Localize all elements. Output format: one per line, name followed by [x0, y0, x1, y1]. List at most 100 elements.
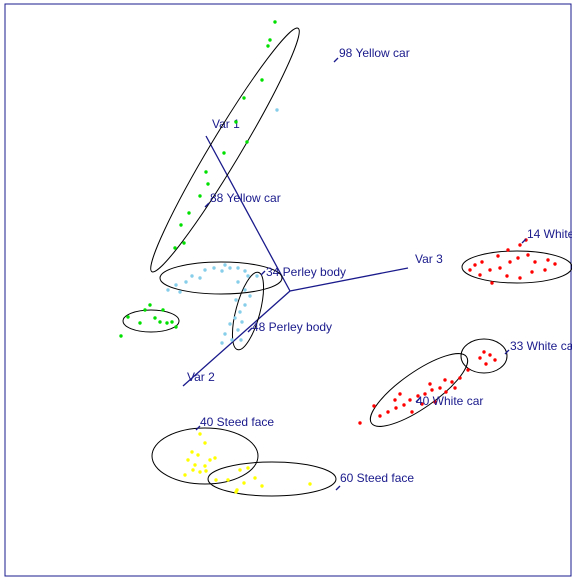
data-point-skyblue [230, 338, 234, 342]
data-point-red [530, 270, 534, 274]
data-point-red [482, 350, 486, 354]
data-point-green [165, 321, 169, 325]
data-point-red [466, 368, 470, 372]
annotation-label: 34 Perley body [266, 265, 346, 279]
annotation-tick [260, 270, 266, 276]
biplot-axis-label: Var 3 [415, 252, 443, 266]
data-point-skyblue [223, 332, 227, 336]
data-point-red [394, 406, 398, 410]
data-point-green [206, 182, 210, 186]
data-point-skyblue [236, 328, 240, 332]
data-point-green [182, 241, 186, 245]
biplot-axis-label: Var 1 [212, 117, 240, 131]
data-point-yellow [198, 470, 202, 474]
data-point-green [126, 315, 130, 319]
data-point-skyblue [223, 263, 227, 267]
data-point-skyblue [240, 320, 244, 324]
annotation-tick [335, 485, 341, 491]
data-point-green [260, 78, 264, 82]
data-point-yellow [308, 482, 312, 486]
data-point-green [119, 334, 123, 338]
data-point-red [468, 268, 472, 272]
data-point-red [493, 358, 497, 362]
data-point-green [143, 308, 147, 312]
data-point-red [488, 268, 492, 272]
data-point-yellow [203, 464, 207, 468]
data-point-yellow [196, 453, 200, 457]
data-point-red [386, 410, 390, 414]
data-point-red [518, 243, 522, 247]
data-point-yellow [246, 466, 250, 470]
data-point-yellow [238, 468, 242, 472]
data-point-skyblue [243, 269, 247, 273]
data-point-yellow [253, 476, 257, 480]
data-point-skyblue [174, 283, 178, 287]
confidence-ellipse-green [122, 309, 180, 333]
data-point-green [245, 140, 249, 144]
data-point-red [546, 258, 550, 262]
data-point-skyblue [198, 276, 202, 280]
data-point-red [416, 394, 420, 398]
data-point-yellow [193, 463, 197, 467]
data-point-skyblue [228, 322, 232, 326]
annotation-label: 40 White car [416, 394, 483, 408]
data-point-skyblue [236, 266, 240, 270]
confidence-ellipse-red [369, 353, 469, 427]
data-point-skyblue [255, 274, 259, 278]
data-point-red [508, 260, 512, 264]
data-point-yellow [242, 481, 246, 485]
data-point-red [506, 248, 510, 252]
data-point-red [402, 403, 406, 407]
annotation-tick [415, 397, 421, 403]
data-point-skyblue [243, 303, 247, 307]
data-point-red [444, 390, 448, 394]
data-point-red [358, 421, 362, 425]
data-point-green [242, 96, 246, 100]
data-point-red [505, 274, 509, 278]
data-point-green [158, 320, 162, 324]
data-point-red [516, 256, 520, 260]
data-point-green [204, 170, 208, 174]
data-point-yellow [260, 484, 264, 488]
data-point-red [533, 260, 537, 264]
data-point-green [268, 38, 272, 42]
data-point-red [480, 260, 484, 264]
data-point-red [478, 356, 482, 360]
annotation-tick [195, 425, 201, 431]
confidence-ellipse-skyblue [231, 271, 265, 351]
data-point-skyblue [239, 338, 243, 342]
data-point-skyblue [238, 310, 242, 314]
data-point-skyblue [228, 266, 232, 270]
data-point-red [428, 382, 432, 386]
data-point-yellow [198, 432, 202, 436]
data-point-red [490, 281, 494, 285]
data-point-skyblue [234, 298, 238, 302]
confidence-ellipse-skyblue [159, 261, 283, 295]
data-point-skyblue [203, 268, 207, 272]
data-point-red [518, 276, 522, 280]
annotation-label: 48 Perley body [252, 320, 332, 334]
data-point-green [198, 194, 202, 198]
data-point-green [161, 308, 165, 312]
data-point-skyblue [220, 269, 224, 273]
data-point-green [222, 151, 226, 155]
data-point-red [410, 410, 414, 414]
data-point-red [473, 263, 477, 267]
data-point-skyblue [246, 274, 250, 278]
data-point-red [450, 380, 454, 384]
annotation-label: 60 Steed face [340, 471, 414, 485]
biplot-axis-line [289, 267, 409, 292]
data-point-yellow [226, 478, 230, 482]
data-point-yellow [235, 488, 239, 492]
data-point-red [478, 273, 482, 277]
data-point-red [526, 253, 530, 257]
annotation-label: 98 Yellow car [339, 46, 410, 60]
data-point-red [553, 262, 557, 266]
data-point-red [372, 404, 376, 408]
data-point-red [443, 378, 447, 382]
data-point-red [423, 392, 427, 396]
data-point-skyblue [178, 290, 182, 294]
plot-frame [4, 3, 572, 577]
data-point-yellow [190, 450, 194, 454]
annotation-tick [204, 202, 210, 208]
